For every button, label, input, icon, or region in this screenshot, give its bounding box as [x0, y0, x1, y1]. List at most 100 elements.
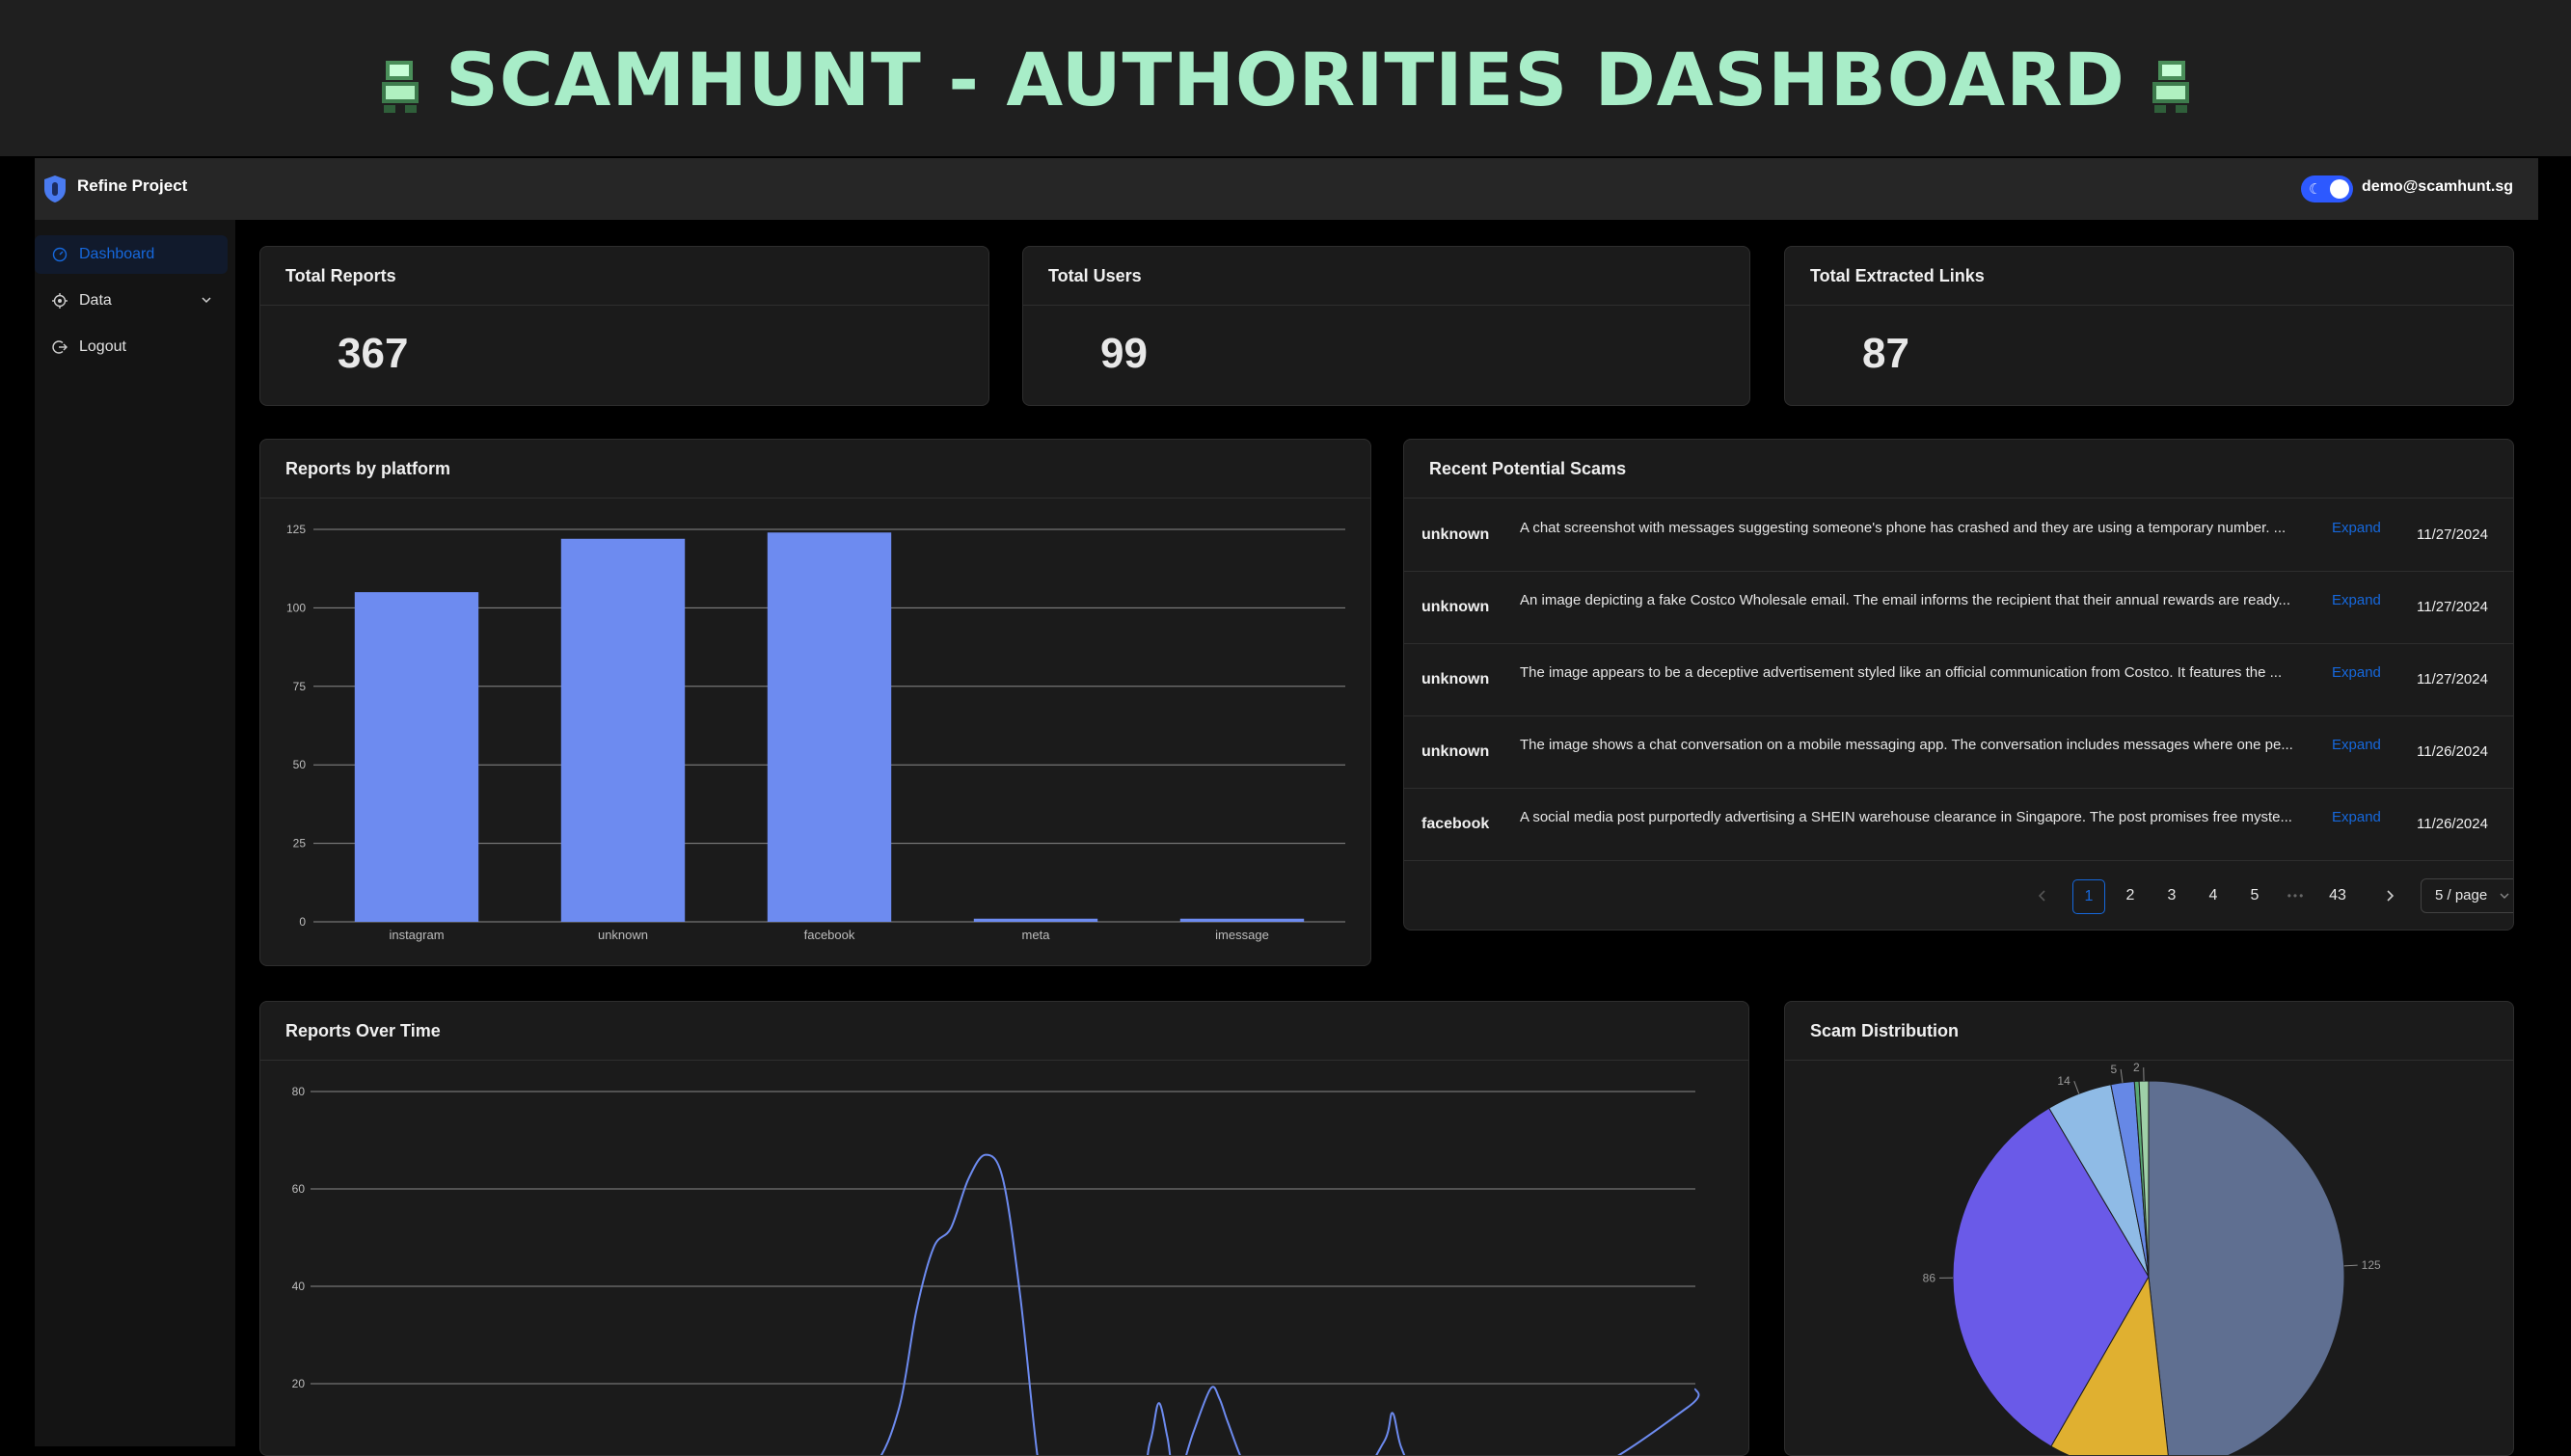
scam-description: The image appears to be a deceptive adve… [1520, 664, 2325, 681]
scam-description: A social media post purportedly advertis… [1520, 809, 2325, 825]
y-tick-label: 0 [299, 915, 306, 929]
pie-leader-line [2121, 1069, 2123, 1083]
moon-icon: ☾ [2309, 180, 2321, 198]
pie-leader-line [2074, 1081, 2079, 1093]
table-row: unknown The image appears to be a decept… [1404, 643, 2513, 716]
scam-description: The image shows a chat conversation on a… [1520, 737, 2325, 753]
expand-link[interactable]: Expand [2332, 592, 2381, 608]
expand-link[interactable]: Expand [2332, 809, 2381, 825]
y-tick-label: 40 [292, 1280, 306, 1293]
table-row: unknown An image depicting a fake Costco… [1404, 571, 2513, 644]
scam-date: 11/26/2024 [2417, 816, 2488, 832]
card-divider [1023, 305, 1749, 306]
stat-card-total-reports: Total Reports 367 [259, 246, 989, 406]
logo-shield-icon [42, 175, 68, 203]
y-tick-label: 100 [286, 601, 306, 614]
pie-slice [2149, 1081, 2344, 1455]
stat-title: Total Users [1048, 266, 1142, 286]
stat-value: 87 [1862, 330, 1909, 378]
toggle-knob [2330, 179, 2349, 199]
chart-title: Reports Over Time [285, 1021, 441, 1041]
scam-platform: unknown [1421, 743, 1489, 761]
stat-title: Total Reports [285, 266, 396, 286]
table-row: facebook A social media post purportedly… [1404, 788, 2513, 861]
pagination-page-1[interactable]: 1 [2072, 879, 2105, 914]
banner-title-row: SCAMHUNT - AUTHORITIES DASHBOARD [0, 37, 2571, 122]
sidebar-item-logout[interactable]: Logout [35, 328, 228, 366]
x-tick-label: unknown [598, 928, 648, 942]
reports-over-time-card: Reports Over Time 020406080 [259, 1001, 1749, 1456]
expand-link[interactable]: Expand [2332, 737, 2381, 753]
page-size-value: 5 / page [2435, 887, 2487, 903]
stat-title: Total Extracted Links [1810, 266, 1985, 286]
chevron-right-icon[interactable] [2383, 889, 2396, 903]
sidebar-item-dashboard[interactable]: Dashboard [35, 235, 228, 274]
sidebar-item-label: Logout [79, 338, 126, 356]
theme-toggle[interactable]: ☾ [2301, 175, 2353, 202]
scam-platform: unknown [1421, 526, 1489, 544]
x-tick-label: instagram [389, 928, 444, 942]
scam-date: 11/27/2024 [2417, 526, 2488, 543]
bar [974, 919, 1097, 922]
sidebar-item-data[interactable]: Data [35, 282, 228, 320]
pie-label: 86 [1923, 1271, 1936, 1284]
y-tick-label: 50 [293, 758, 307, 771]
sidebar-item-label: Data [79, 292, 112, 310]
pie-label: 125 [2362, 1258, 2381, 1272]
card-divider [1785, 305, 2513, 306]
card-title: Recent Potential Scams [1429, 459, 1626, 479]
chevron-down-icon[interactable] [201, 294, 212, 306]
pie-leader-line [2344, 1265, 2358, 1266]
scam-date: 11/26/2024 [2417, 743, 2488, 760]
series-line [311, 1155, 1699, 1455]
y-tick-label: 125 [286, 523, 306, 536]
user-email: demo@scamhunt.sg [2362, 178, 2513, 196]
y-tick-label: 25 [293, 837, 307, 850]
table-row: unknown A chat screenshot with messages … [1404, 499, 2513, 572]
pagination-page-5[interactable]: 5 [2239, 879, 2270, 912]
x-tick-label: imessage [1215, 928, 1269, 942]
stat-value: 367 [338, 330, 408, 378]
pagination-ellipsis[interactable]: ••• [2279, 879, 2314, 912]
x-tick-label: meta [1022, 928, 1051, 942]
y-tick-label: 80 [292, 1085, 306, 1098]
bar [561, 539, 685, 922]
y-tick-label: 20 [292, 1377, 306, 1390]
pagination-page-last[interactable]: 43 [2319, 879, 2356, 912]
chevron-left-icon[interactable] [2036, 889, 2049, 903]
scam-platform: facebook [1421, 816, 1489, 833]
stat-value: 99 [1100, 330, 1148, 378]
y-tick-label: 60 [292, 1182, 306, 1196]
expand-link[interactable]: Expand [2332, 664, 2381, 681]
stat-card-total-users: Total Users 99 [1022, 246, 1750, 406]
dashboard-icon [52, 247, 68, 262]
robot-icon [2147, 57, 2191, 113]
bar [768, 532, 891, 922]
page-size-select[interactable]: 5 / page [2421, 878, 2514, 913]
scam-description: A chat screenshot with messages suggesti… [1520, 520, 2325, 536]
pie-label: 5 [2110, 1063, 2117, 1076]
pagination-page-4[interactable]: 4 [2198, 879, 2229, 912]
card-divider [260, 305, 988, 306]
data-icon [52, 293, 68, 309]
banner-title: SCAMHUNT - AUTHORITIES DASHBOARD [446, 37, 2125, 122]
expand-link[interactable]: Expand [2332, 520, 2381, 536]
x-tick-label: facebook [804, 928, 855, 942]
pagination-page-2[interactable]: 2 [2115, 879, 2146, 912]
chart-title: Scam Distribution [1810, 1021, 1959, 1041]
scam-date: 11/27/2024 [2417, 599, 2488, 615]
app-name[interactable]: Refine Project [77, 176, 187, 196]
robot-icon [380, 57, 424, 113]
recent-scams-card: Recent Potential Scams unknown A chat sc… [1403, 439, 2514, 930]
sidebar: Dashboard Data Logout [35, 220, 235, 1446]
pagination-page-3[interactable]: 3 [2156, 879, 2187, 912]
pie-label: 14 [2057, 1074, 2070, 1088]
bar [1180, 919, 1304, 922]
chart-title: Reports by platform [285, 459, 450, 479]
scam-platform: unknown [1421, 671, 1489, 688]
scam-description: An image depicting a fake Costco Wholesa… [1520, 592, 2325, 608]
